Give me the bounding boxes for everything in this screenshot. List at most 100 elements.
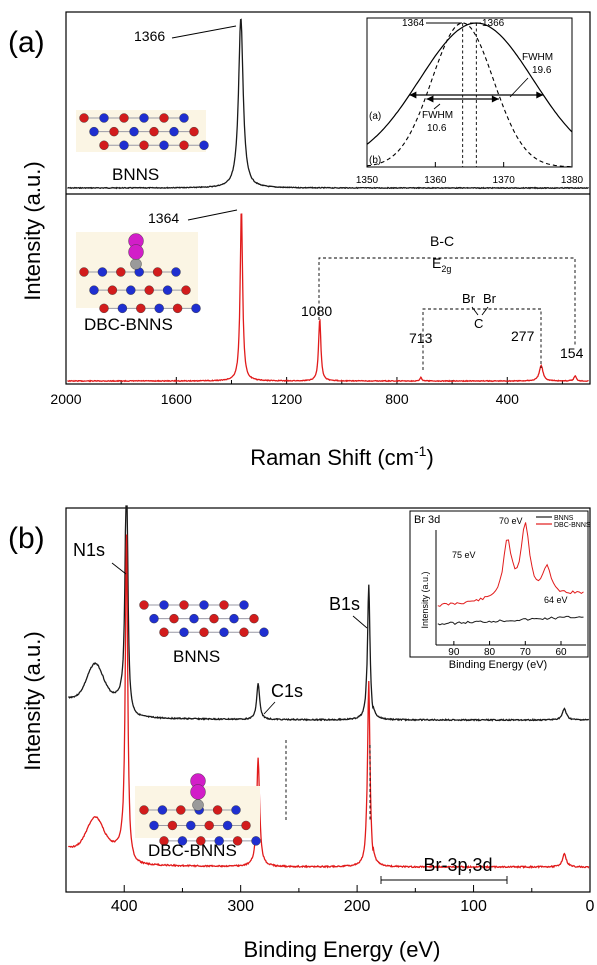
atom [209, 613, 219, 624]
br-bracket [380, 876, 508, 884]
x-tick-label: 800 [385, 391, 409, 407]
panel-a-x-ticks: 2000 1600 1200 800 400 [50, 377, 563, 407]
atom [154, 303, 164, 314]
x-tick-label: 2000 [50, 391, 81, 407]
inset-x-tick-label: 90 [448, 647, 460, 658]
bnns-xps-line [68, 505, 590, 722]
bond-left [471, 306, 479, 316]
label-br-left: Br [462, 291, 476, 306]
bnns-molecule-illustration [76, 110, 209, 152]
atom [181, 285, 191, 295]
atom [169, 126, 179, 137]
atom [139, 140, 149, 150]
atom [192, 799, 204, 811]
x-tick-label: 300 [227, 898, 254, 915]
arrowhead [536, 91, 544, 99]
atom [117, 303, 128, 314]
atom [126, 285, 136, 295]
inset-b-title: Br 3d [414, 514, 440, 526]
atom [199, 140, 209, 150]
inset-a-peak-a-label: 1366 [482, 18, 505, 29]
atom [139, 600, 149, 610]
atom [79, 267, 89, 277]
panel-b-inset: Br 3d Intensity (a.u.) 90 80 70 60 Binding … [409, 510, 591, 671]
atom [199, 600, 209, 610]
atom [232, 836, 243, 846]
atom [159, 627, 169, 637]
panel-b-bnns-label: BNNS [173, 647, 220, 666]
atom [139, 805, 149, 815]
dbc-bnns-raman-line [67, 213, 589, 383]
legend-label-dbc-bnns: DBC-BNNS [554, 522, 591, 529]
legend-label-bnns: BNNS [554, 515, 574, 522]
atom [139, 113, 149, 123]
atom [179, 140, 189, 150]
bnns-raman-line [67, 18, 589, 190]
label-bc: B-C [430, 233, 454, 249]
atom [231, 805, 241, 815]
x-tick-label: 400 [111, 898, 138, 915]
x-tick-label: 200 [344, 898, 371, 915]
label-1080: 1080 [301, 303, 332, 319]
atom [149, 613, 159, 624]
label-1364: 1364 [148, 210, 179, 226]
atom [162, 285, 173, 295]
x-tick-label: 1200 [271, 391, 302, 407]
atom [116, 267, 126, 277]
atom [191, 303, 201, 314]
atom [89, 126, 99, 137]
atom [172, 303, 183, 314]
x-tick-label: 1600 [161, 391, 192, 407]
atom [159, 140, 169, 150]
atom [204, 820, 214, 831]
panel-b-xlabel: Binding Energy (eV) [244, 937, 441, 962]
panel-b-dbc-label: DBC-BNNS [148, 841, 237, 860]
atom [149, 126, 159, 137]
inset-b-ylabel: Intensity (a.u.) [420, 571, 430, 628]
atom [179, 600, 189, 610]
leader-1364 [187, 209, 238, 221]
label-154: 154 [560, 345, 584, 361]
panel-b-frame [65, 507, 591, 893]
inset-a-curve-a-label: (a) [369, 111, 381, 122]
label-br-3p-3d: Br-3p,3d [423, 855, 492, 875]
atom [159, 113, 169, 123]
panel-a-xlabel: Raman Shift (cm-1) [250, 443, 434, 470]
label-713: 713 [409, 330, 433, 346]
atom [159, 600, 169, 610]
leader-n1s [111, 562, 127, 575]
atom [159, 836, 169, 846]
atom [219, 600, 229, 610]
inset-x-tick-label: 70 [520, 647, 532, 658]
panel-a: (a) Intensity (a.u.) 2000 1600 1200 800 400 … [8, 11, 591, 470]
panel-a-ylabel: Intensity (a.u.) [20, 161, 45, 300]
panel-a-frame [65, 11, 591, 385]
atom [89, 285, 99, 295]
inset-b-bnns-line [437, 615, 584, 626]
inset-x-tick-label: 1360 [424, 175, 447, 186]
panel-a-label: (a) [8, 26, 45, 59]
x-tick-label: 100 [460, 898, 487, 915]
inset-x-tick-label: 1370 [493, 175, 516, 186]
panel-b-ylabel: Intensity (a.u.) [20, 631, 45, 770]
inset-x-tick-label: 80 [484, 647, 496, 658]
leader-c1s [263, 701, 276, 715]
inset-a-fwhm-a-leader [509, 77, 529, 98]
bnns-molecule-illustration [139, 600, 269, 637]
bond-right [481, 306, 489, 316]
atom [214, 836, 224, 846]
inset-b-x-ticks: 90 80 70 60 [435, 530, 586, 658]
atom [152, 267, 163, 277]
inset-a-curve-b [366, 22, 572, 168]
inset-b-label-70ev: 70 eV [499, 516, 523, 526]
panel-b-label: (b) [8, 522, 45, 555]
atom [97, 267, 108, 277]
arrowhead [426, 95, 434, 103]
inset-x-tick-label: 1380 [561, 175, 584, 186]
label-e2g: E2g [432, 255, 451, 274]
atom [129, 126, 139, 137]
atom [212, 805, 223, 815]
label-n1s: N1s [73, 540, 105, 560]
inset-a-fwhm-a-value: 19.6 [532, 65, 552, 76]
inset-a-fwhm-b-leader [433, 103, 441, 110]
